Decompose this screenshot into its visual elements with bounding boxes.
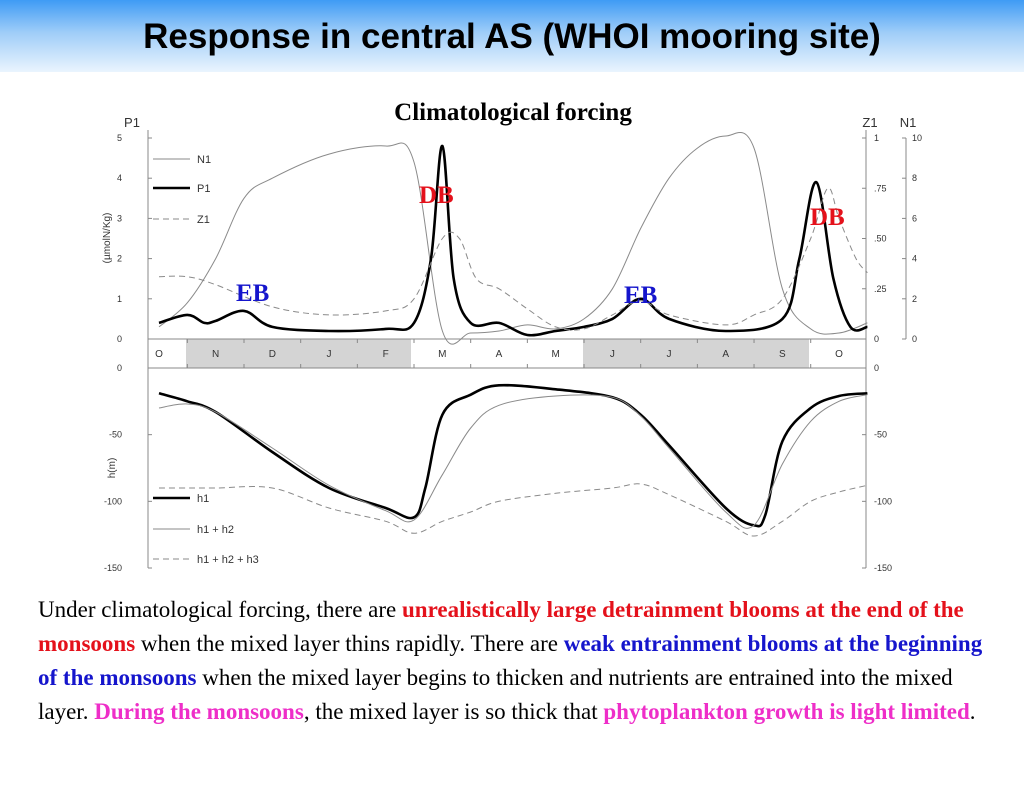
caption-text: Under climatological forcing, there are … [38, 593, 998, 729]
z1-tick-label: 0 [874, 334, 879, 344]
upper-legend: N1 P1 Z1 [153, 154, 211, 226]
month-label: F [383, 349, 389, 360]
caption-part-3: when the mixed layer begins to thicken a… [38, 665, 953, 724]
p1-tick-label: 5 [117, 133, 122, 143]
eb-annotation-2: EB [624, 282, 657, 309]
caption-highlight-detrainment: unrealistically large detrainment blooms… [38, 597, 964, 656]
caption-highlight-light-limited: phytoplankton growth is light limited [603, 699, 970, 724]
z1-tick-label: .50 [874, 234, 887, 244]
month-label: A [496, 349, 503, 360]
h-tick-label-right: 0 [874, 363, 879, 373]
h-tick-label: 0 [117, 363, 122, 373]
series-n1-line [158, 131, 868, 345]
h-axis-label: h(m) [107, 458, 118, 479]
series-h1-h2-line [158, 394, 868, 529]
caption-part-2: when the mixed layer thins rapidly. Ther… [135, 631, 564, 656]
month-label: N [212, 349, 219, 360]
z1-axis-label: Z1 [862, 115, 877, 130]
legend-n1-label: N1 [197, 154, 211, 166]
caption-highlight-entrainment: weak entrainment blooms at the beginning… [38, 631, 983, 690]
z1-tick-label: .25 [874, 284, 887, 294]
shade-band-2 [583, 339, 809, 368]
h-tick-label-right: -50 [874, 430, 887, 440]
legend-p1-label: P1 [197, 183, 210, 195]
legend-h1h2h3-label: h1 + h2 + h3 [197, 554, 259, 566]
slide-title: Response in central AS (WHOI mooring sit… [143, 17, 881, 56]
month-label: M [438, 349, 446, 360]
p1-tick-label: 3 [117, 213, 122, 223]
n1-tick-label: 4 [912, 254, 917, 264]
eb-annotation-1: EB [236, 280, 269, 307]
series-h1-line [158, 383, 868, 528]
shade-band-1 [186, 339, 411, 368]
h-tick-label-right: -150 [874, 563, 892, 573]
n1-tick-label: 2 [912, 294, 917, 304]
month-label: J [667, 349, 672, 360]
h-tick-label: -100 [104, 496, 122, 506]
legend-h1h2-label: h1 + h2 [197, 524, 234, 536]
n1-axis-label: N1 [900, 115, 917, 130]
upper-panel: Climatological forcing P1 Z1 N1 (µmolN/K… [102, 99, 922, 369]
month-label: J [327, 349, 332, 360]
h-tick-label: -50 [109, 430, 122, 440]
month-label: D [269, 349, 276, 360]
month-label: J [610, 349, 615, 360]
caption-part-5: . [969, 699, 976, 724]
p1-tick-label: 2 [117, 254, 122, 264]
lower-panel: h(m) 0 0 -50 -50 -100 -100 -150 -150 h1 h1 + h2… [104, 363, 892, 573]
n1-tick-label: 6 [912, 213, 917, 223]
db-annotation-1: DB [419, 182, 454, 209]
month-label: O [835, 349, 843, 360]
z1-tick-label: .75 [874, 183, 887, 193]
n1-tick-label: 8 [912, 173, 917, 183]
p1-axis-label: P1 [124, 115, 140, 130]
z1-tick-label: 1 [874, 133, 879, 143]
p1-tick-label: 1 [117, 294, 122, 304]
month-label: A [722, 349, 729, 360]
caption-highlight-during-monsoons: During the monsoons [94, 699, 304, 724]
p1-tick-label: 4 [117, 173, 122, 183]
n1-tick-label: 10 [912, 133, 922, 143]
series-z1-line [158, 187, 868, 331]
title-bar: Response in central AS (WHOI mooring sit… [0, 0, 1024, 72]
h-tick-label: -150 [104, 563, 122, 573]
series-h1-h2-h3-line [159, 483, 868, 537]
legend-h1-label: h1 [197, 493, 209, 505]
month-label: S [779, 349, 786, 360]
lower-legend: h1 h1 + h2 h1 + h2 + h3 [153, 493, 259, 566]
series-p1-line [158, 144, 868, 337]
p1-unit-label: (µmolN/Kg) [102, 213, 113, 264]
caption-part-4: , the mixed layer is so thick that [303, 699, 604, 724]
legend-z1-label: Z1 [197, 214, 210, 226]
month-label: O [155, 349, 163, 360]
h-tick-label-right: -100 [874, 496, 892, 506]
upper-chart-title: Climatological forcing [394, 99, 632, 126]
caption-part-1: Under climatological forcing, there are [38, 597, 403, 622]
db-annotation-2: DB [810, 204, 845, 231]
p1-tick-label: 0 [117, 334, 122, 344]
month-label: M [552, 349, 560, 360]
n1-tick-label: 0 [912, 334, 917, 344]
